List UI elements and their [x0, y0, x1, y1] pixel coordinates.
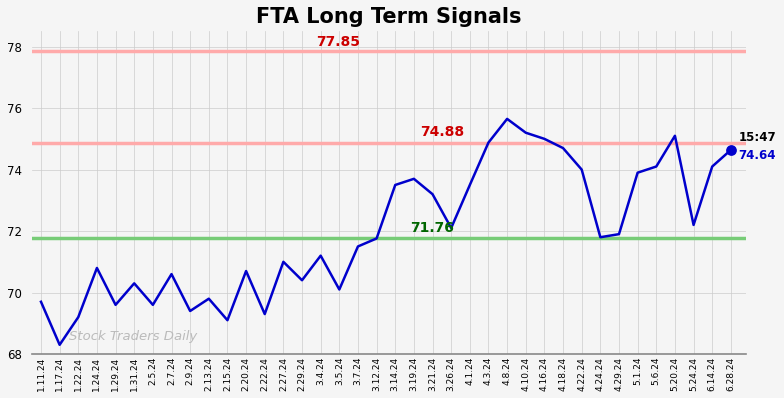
Text: 74.64: 74.64	[739, 149, 776, 162]
Text: 74.88: 74.88	[419, 125, 464, 139]
Text: 77.85: 77.85	[317, 35, 361, 49]
Text: 71.76: 71.76	[411, 221, 455, 235]
Title: FTA Long Term Signals: FTA Long Term Signals	[256, 7, 521, 27]
Point	[724, 147, 737, 153]
Text: Stock Traders Daily: Stock Traders Daily	[69, 330, 198, 343]
Text: 15:47: 15:47	[739, 131, 776, 144]
